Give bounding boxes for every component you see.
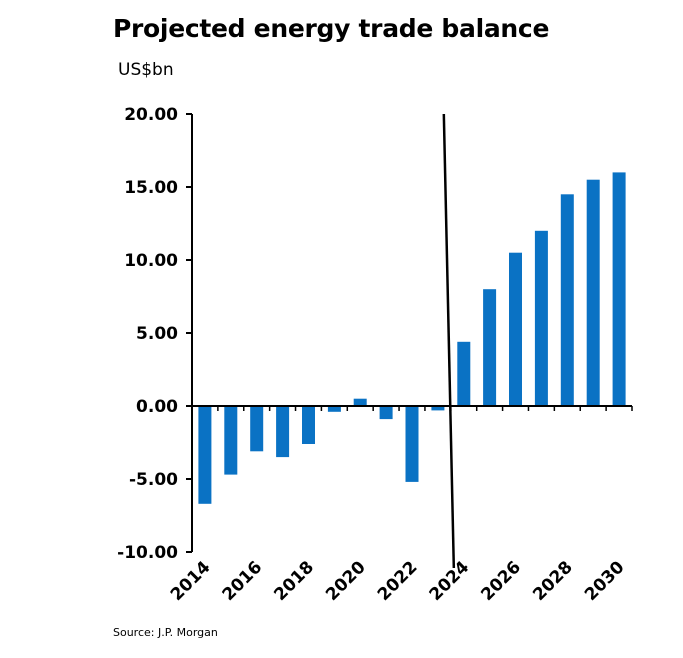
y-tick-label: 15.00 [124,178,178,198]
bar-2020 [353,398,367,406]
axes-group [186,113,633,569]
y-tick-labels: -10.00 -5.00 0.00 5.00 10.00 15.00 20.00 [117,105,178,563]
x-tick-label: 2026 [477,557,525,605]
bar-2026 [509,252,522,406]
x-tick-labels: 2014 2016 2018 2020 2022 2024 2026 2028 2030 [167,557,629,605]
x-tick-label: 2014 [167,557,215,605]
bar-2015 [224,406,238,475]
x-tick-label: 2022 [374,557,422,605]
projection-divider-line [442,113,456,569]
bar-2014 [198,406,212,504]
bar-2018 [302,406,315,444]
bar-2016 [250,406,264,452]
x-tick-label: 2018 [270,557,318,605]
x-tick-label: 2028 [529,557,577,605]
bars-group [198,172,626,504]
bar-2021 [379,406,393,420]
bar-2024 [457,341,471,406]
y-tick-label: -10.00 [117,543,178,563]
x-tick-label: 2030 [581,557,629,605]
bar-2027 [534,230,548,406]
x-tick-label: 2024 [426,557,474,605]
bar-2019 [327,406,341,412]
chart-title: Projected energy trade balance [113,14,550,43]
y-tick-label: 10.00 [124,251,178,271]
x-tick-label: 2016 [219,557,267,605]
bar-2022 [405,406,419,482]
bar-2029 [586,179,600,406]
y-tick-label: 20.00 [124,105,178,125]
x-tick-label: 2020 [322,557,370,605]
bar-2030 [612,172,626,406]
bar-2025 [483,289,497,406]
bar-2028 [560,194,574,406]
bar-2023 [431,406,445,411]
bar-2017 [276,406,290,458]
y-tick-label: 5.00 [136,324,178,344]
source-note: Source: J.P. Morgan [113,626,218,639]
y-tick-label: 0.00 [136,397,178,417]
y-axis-unit-label: US$bn [118,60,174,80]
y-tick-label: -5.00 [129,470,178,490]
